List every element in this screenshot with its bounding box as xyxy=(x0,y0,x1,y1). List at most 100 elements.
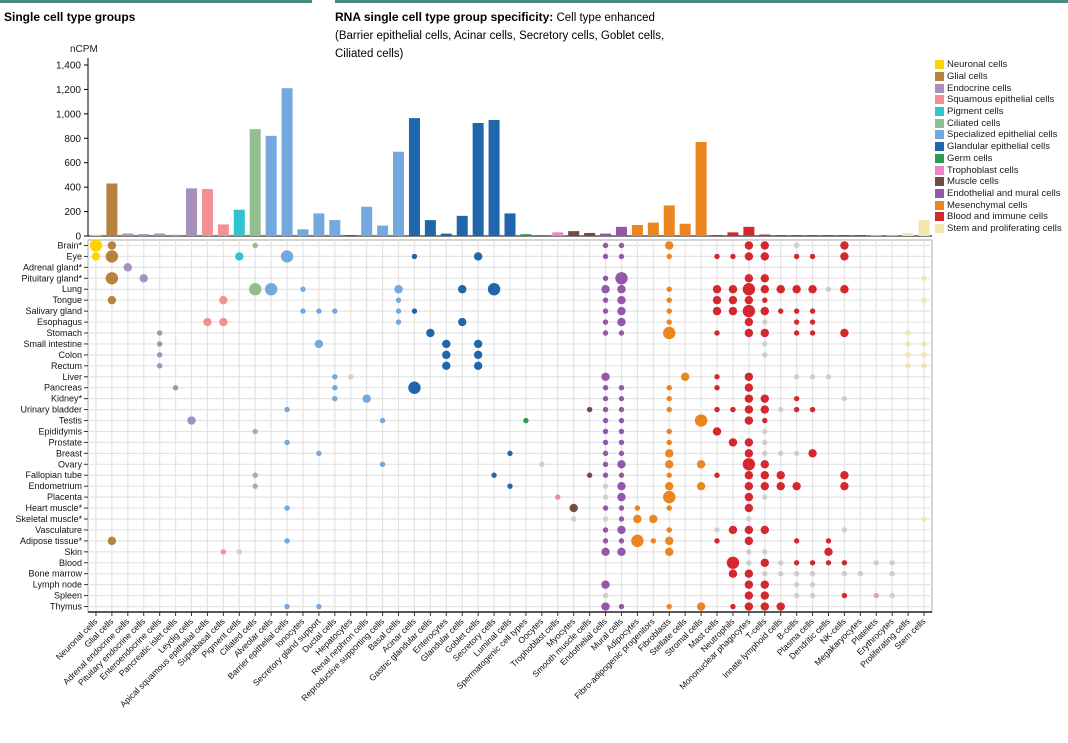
bar-secretory-gland-support[interactable] xyxy=(313,213,325,236)
expression-dot[interactable] xyxy=(107,536,117,546)
expression-dot[interactable] xyxy=(187,416,196,425)
expression-dot[interactable] xyxy=(776,481,785,491)
expression-dot[interactable] xyxy=(395,308,402,314)
expression-dot[interactable] xyxy=(905,363,911,369)
expression-dot[interactable] xyxy=(602,450,609,457)
bar-mast-cells[interactable] xyxy=(711,235,723,236)
bar-dendritic-cells[interactable] xyxy=(822,235,834,236)
expression-dot[interactable] xyxy=(666,603,672,610)
bar-glandular-cells[interactable] xyxy=(456,215,468,236)
bar-fibroblasts[interactable] xyxy=(663,205,675,236)
expression-dot[interactable] xyxy=(395,319,402,325)
expression-dot[interactable] xyxy=(762,549,768,555)
expression-dot[interactable] xyxy=(696,602,706,611)
expression-dot[interactable] xyxy=(730,253,736,260)
expression-dot[interactable] xyxy=(744,481,754,491)
bar-hepatocytes[interactable] xyxy=(345,235,357,236)
expression-dot[interactable] xyxy=(793,242,800,249)
expression-dot[interactable] xyxy=(458,285,467,294)
expression-dot[interactable] xyxy=(663,326,676,340)
expression-dot[interactable] xyxy=(666,319,672,325)
expression-dot[interactable] xyxy=(284,603,290,610)
expression-dot[interactable] xyxy=(666,406,672,413)
expression-dot[interactable] xyxy=(507,450,513,457)
expression-dot[interactable] xyxy=(840,481,849,491)
bar-renal-nephron-cells[interactable] xyxy=(361,206,373,236)
bar-goblet-cells[interactable] xyxy=(472,123,484,236)
expression-dot[interactable] xyxy=(744,569,754,578)
expression-dot[interactable] xyxy=(618,253,625,260)
expression-dot[interactable] xyxy=(746,516,752,522)
expression-dot[interactable] xyxy=(523,417,529,424)
expression-dot[interactable] xyxy=(156,363,163,369)
expression-dot[interactable] xyxy=(905,341,911,347)
expression-dot[interactable] xyxy=(744,602,754,611)
expression-dot[interactable] xyxy=(618,242,625,249)
expression-dot[interactable] xyxy=(793,560,800,566)
expression-dot[interactable] xyxy=(744,591,754,600)
expression-dot[interactable] xyxy=(760,602,769,611)
expression-dot[interactable] xyxy=(249,283,262,296)
expression-dot[interactable] xyxy=(602,308,609,314)
expression-dot[interactable] xyxy=(665,481,674,491)
expression-dot[interactable] xyxy=(156,341,163,347)
expression-dot[interactable] xyxy=(666,395,672,402)
expression-dot[interactable] xyxy=(666,472,672,478)
expression-dot[interactable] xyxy=(762,439,768,446)
expression-dot[interactable] xyxy=(602,297,609,303)
expression-dot[interactable] xyxy=(618,428,625,435)
bar-b-cells[interactable] xyxy=(791,235,803,236)
expression-dot[interactable] xyxy=(316,603,322,610)
bar-spermatogenic-cell-types[interactable] xyxy=(520,234,532,236)
expression-dot[interactable] xyxy=(473,339,483,349)
expression-dot[interactable] xyxy=(712,427,722,436)
expression-dot[interactable] xyxy=(235,252,244,261)
expression-dot[interactable] xyxy=(650,538,657,544)
expression-dot[interactable] xyxy=(730,406,736,413)
expression-dot[interactable] xyxy=(760,460,769,469)
expression-dot[interactable] xyxy=(825,560,832,566)
expression-dot[interactable] xyxy=(666,505,672,511)
expression-dot[interactable] xyxy=(793,330,800,336)
expression-dot[interactable] xyxy=(236,549,242,555)
expression-dot[interactable] xyxy=(793,308,800,314)
expression-dot[interactable] xyxy=(601,547,610,557)
expression-dot[interactable] xyxy=(744,416,754,425)
expression-dot[interactable] xyxy=(778,406,784,413)
expression-dot[interactable] xyxy=(602,494,609,500)
expression-dot[interactable] xyxy=(252,472,258,478)
expression-dot[interactable] xyxy=(666,297,672,303)
expression-dot[interactable] xyxy=(473,361,483,371)
bar-endothelial-cells[interactable] xyxy=(600,233,612,236)
expression-dot[interactable] xyxy=(300,286,306,292)
expression-dot[interactable] xyxy=(921,341,927,347)
expression-dot[interactable] xyxy=(634,505,641,511)
expression-dot[interactable] xyxy=(825,286,832,292)
expression-dot[interactable] xyxy=(762,297,768,303)
expression-dot[interactable] xyxy=(809,330,816,336)
expression-dot[interactable] xyxy=(252,483,258,489)
expression-dot[interactable] xyxy=(921,352,927,358)
expression-dot[interactable] xyxy=(569,503,578,513)
expression-dot[interactable] xyxy=(203,317,212,327)
expression-dot[interactable] xyxy=(602,538,609,544)
expression-dot[interactable] xyxy=(284,406,290,413)
expression-dot[interactable] xyxy=(696,481,706,491)
expression-dot[interactable] xyxy=(760,558,769,567)
expression-dot[interactable] xyxy=(332,395,338,402)
expression-dot[interactable] xyxy=(680,372,690,381)
expression-dot[interactable] xyxy=(778,308,784,314)
expression-dot[interactable] xyxy=(219,317,228,327)
expression-dot[interactable] xyxy=(442,350,451,360)
expression-dot[interactable] xyxy=(615,272,628,285)
bar-megakaryocytes[interactable] xyxy=(854,235,866,236)
expression-dot[interactable] xyxy=(665,460,674,469)
bar-acinar-cells[interactable] xyxy=(408,118,420,236)
expression-dot[interactable] xyxy=(601,285,610,294)
expression-dot[interactable] xyxy=(714,472,720,478)
expression-dot[interactable] xyxy=(617,525,626,535)
expression-dot[interactable] xyxy=(889,560,895,566)
expression-dot[interactable] xyxy=(666,527,672,533)
expression-dot[interactable] xyxy=(602,592,609,599)
expression-dot[interactable] xyxy=(473,252,483,261)
